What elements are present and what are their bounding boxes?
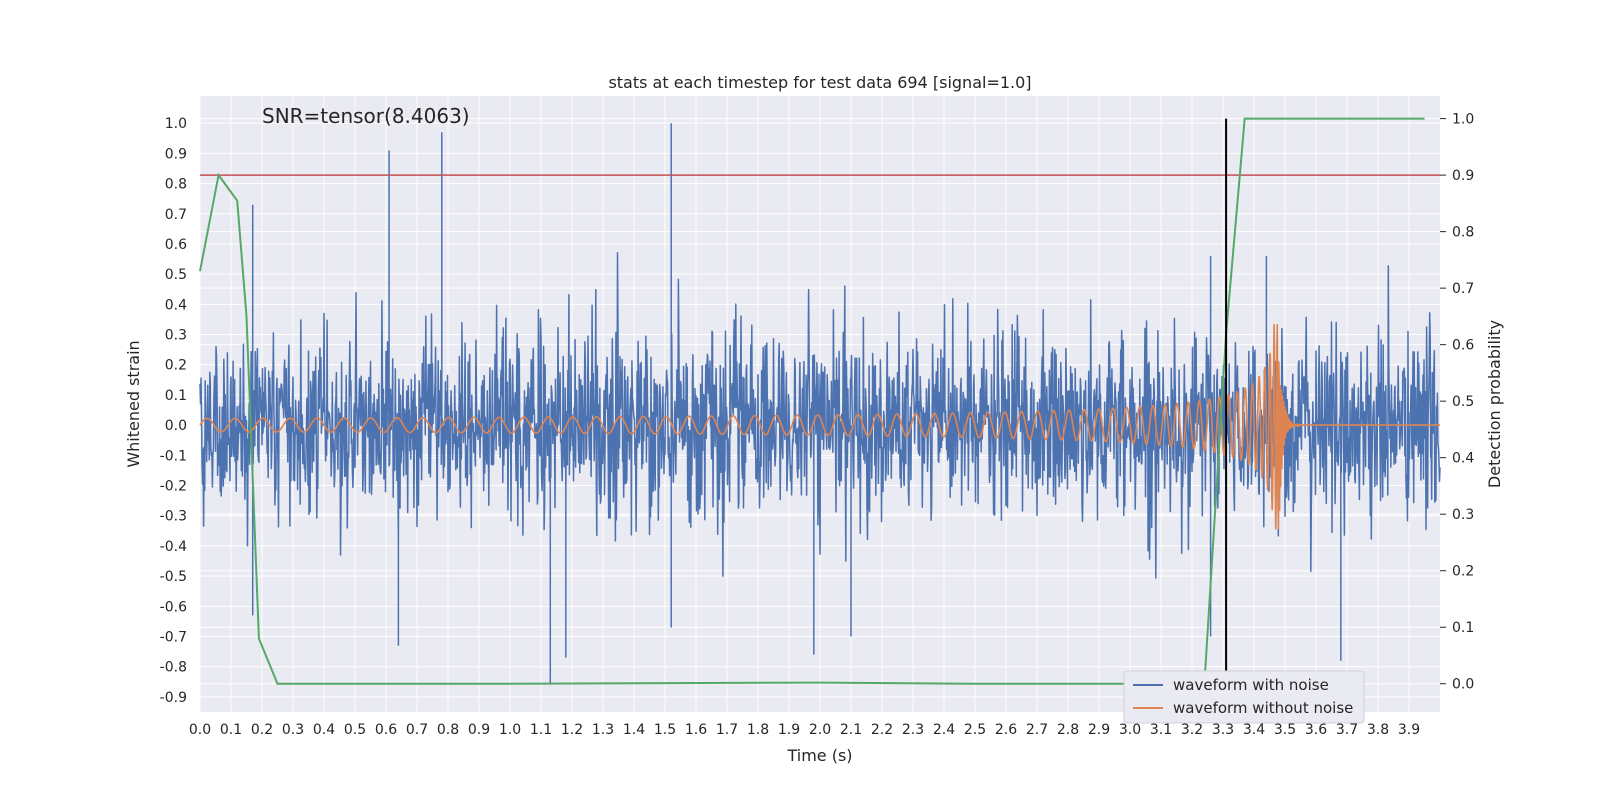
y2-tick-label: 0.4 (1452, 451, 1474, 467)
y2-tick-label: 0.5 (1452, 394, 1474, 410)
x-tick-label: 0.4 (313, 722, 335, 738)
y-tick-label: 0.0 (165, 418, 187, 434)
legend-label-noise: waveform with noise (1173, 676, 1329, 694)
x-tick-label: 2.5 (964, 722, 986, 738)
y-tick-label: -0.5 (160, 569, 187, 585)
x-tick-label: 0.0 (189, 722, 211, 738)
x-tick-label: 2.0 (809, 722, 831, 738)
y2-tick-label: 0.1 (1452, 620, 1474, 636)
x-tick-label: 2.8 (1057, 722, 1079, 738)
snr-annotation: SNR=tensor(8.4063) (262, 104, 470, 128)
x-tick-label: 0.9 (468, 722, 490, 738)
y2-tick-label: 0.7 (1452, 281, 1474, 297)
x-tick-label: 2.3 (902, 722, 924, 738)
y-axis-label: Whitened strain (124, 340, 143, 467)
y-tick-label: 0.5 (165, 267, 187, 283)
y-tick-label: -0.9 (160, 690, 187, 706)
x-tick-labels: 0.0 0.1 0.2 0.3 0.4 0.5 0.6 0.7 0.8 0.9 1.0 1.1 1.2 1… (189, 722, 1420, 738)
y-tick-label: 0.4 (165, 297, 187, 313)
x-tick-label: 1.1 (530, 722, 552, 738)
y-tick-label: -0.8 (160, 660, 187, 676)
y-tick-label: -0.3 (160, 509, 187, 525)
y2-axis-label: Detection probability (1485, 320, 1504, 488)
x-tick-label: 3.2 (1181, 722, 1203, 738)
legend-label-clean: waveform without noise (1173, 699, 1353, 717)
x-tick-label: 0.7 (406, 722, 428, 738)
y2-tick-label: 0.3 (1452, 507, 1474, 523)
y-tick-label: 0.3 (165, 328, 187, 344)
y-tick-label: 0.2 (165, 358, 187, 374)
x-tick-label: 2.9 (1088, 722, 1110, 738)
x-tick-label: 3.5 (1274, 722, 1296, 738)
x-tick-label: 1.2 (561, 722, 583, 738)
x-tick-label: 2.4 (933, 722, 955, 738)
x-tick-label: 1.9 (778, 722, 800, 738)
x-tick-label: 2.6 (995, 722, 1017, 738)
legend-box (1123, 670, 1365, 724)
x-tick-label: 0.1 (220, 722, 242, 738)
x-tick-label: 3.4 (1243, 722, 1265, 738)
y-tick-label: -0.6 (160, 599, 187, 615)
x-tick-label: 1.4 (623, 722, 645, 738)
y2-tick-label: 0.8 (1452, 225, 1474, 241)
x-tick-label: 0.8 (437, 722, 459, 738)
x-tick-label: 1.6 (685, 722, 707, 738)
x-tick-label: 0.5 (344, 722, 366, 738)
x-tick-label: 3.3 (1212, 722, 1234, 738)
x-tick-label: 3.9 (1398, 722, 1420, 738)
series-waveform-with-noise (199, 123, 1441, 685)
x-tick-label: 2.2 (871, 722, 893, 738)
y-tick-label: -0.7 (160, 630, 187, 646)
chart-title: stats at each timestep for test data 694… (608, 73, 1031, 92)
x-tick-label: 3.0 (1119, 722, 1141, 738)
y-tick-label: 0.9 (165, 146, 187, 162)
x-tick-label: 0.2 (251, 722, 273, 738)
x-tick-label: 0.6 (375, 722, 397, 738)
x-tick-label: 1.3 (592, 722, 614, 738)
x-tick-label: 3.8 (1367, 722, 1389, 738)
y-tick-label: -0.2 (160, 479, 187, 495)
y-tick-label: -0.4 (160, 539, 187, 555)
x-tick-label: 1.0 (499, 722, 521, 738)
y-tick-label: 0.1 (165, 388, 187, 404)
x-axis-label: Time (s) (786, 746, 852, 765)
x-tick-label: 0.3 (282, 722, 304, 738)
y-tick-label: 1.0 (165, 116, 187, 132)
y2-tick-label: 0.0 (1452, 677, 1474, 693)
y2-tick-labels: 1.0 0.9 0.8 0.7 0.6 0.5 0.4 0.3 0.2 0.1 0.0 (1440, 112, 1474, 693)
x-tick-label: 1.7 (716, 722, 738, 738)
x-tick-label: 3.7 (1336, 722, 1358, 738)
x-tick-label: 2.1 (840, 722, 862, 738)
x-tick-label: 1.5 (654, 722, 676, 738)
y2-tick-label: 0.2 (1452, 564, 1474, 580)
y2-tick-label: 1.0 (1452, 112, 1474, 128)
y-tick-label: -0.1 (160, 448, 187, 464)
x-tick-label: 1.8 (747, 722, 769, 738)
x-tick-label: 2.7 (1026, 722, 1048, 738)
legend: waveform with noise waveform without noi… (1123, 670, 1365, 724)
y-tick-label: 0.8 (165, 177, 187, 193)
y-tick-labels: 1.0 0.9 0.8 0.7 0.6 0.5 0.4 0.3 0.2 0.1 0.0 -0.1 -0.… (160, 116, 187, 706)
y2-tick-label: 0.9 (1452, 168, 1474, 184)
series-waveform-without-noise (199, 324, 1440, 530)
x-tick-label: 3.6 (1305, 722, 1327, 738)
y-tick-label: 0.7 (165, 207, 187, 223)
y2-tick-label: 0.6 (1452, 338, 1474, 354)
series-detection-probability (199, 117, 1425, 685)
y-tick-label: 0.6 (165, 237, 187, 253)
x-tick-label: 3.1 (1150, 722, 1172, 738)
series-group (199, 117, 1441, 685)
